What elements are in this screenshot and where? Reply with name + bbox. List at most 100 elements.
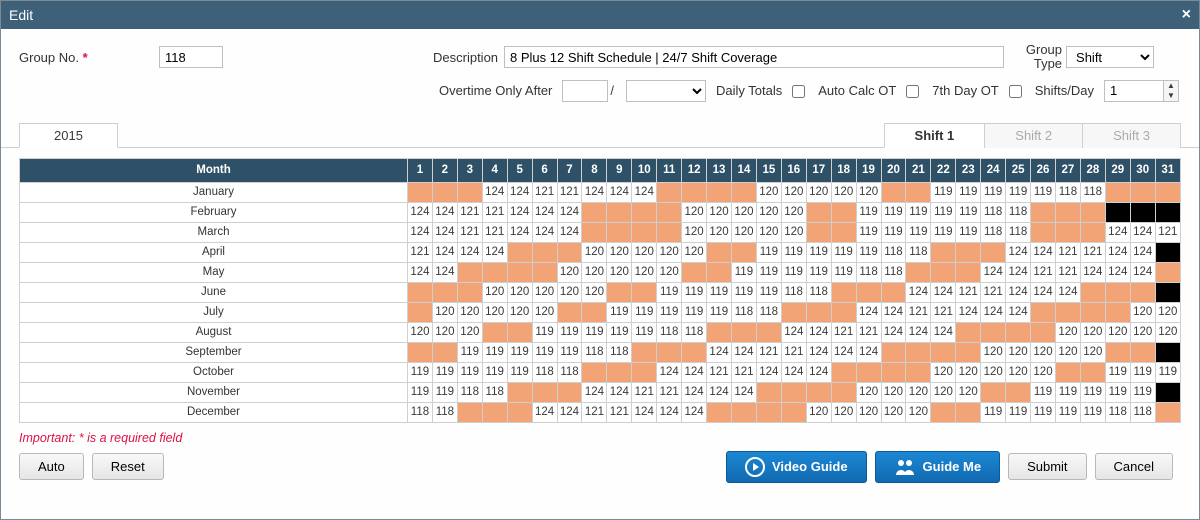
day-cell[interactable] [557, 382, 582, 402]
day-cell[interactable]: 119 [507, 362, 532, 382]
day-cell[interactable]: 121 [632, 382, 657, 402]
day-cell[interactable]: 124 [532, 202, 557, 222]
day-cell[interactable] [1155, 242, 1180, 262]
day-cell[interactable]: 121 [956, 282, 981, 302]
day-cell[interactable]: 119 [906, 202, 931, 222]
day-cell[interactable]: 120 [532, 282, 557, 302]
day-cell[interactable] [1006, 322, 1031, 342]
day-cell[interactable] [731, 322, 756, 342]
day-cell[interactable] [931, 342, 956, 362]
day-cell[interactable]: 124 [657, 402, 682, 422]
day-cell[interactable]: 120 [408, 322, 433, 342]
day-cell[interactable]: 118 [906, 242, 931, 262]
day-cell[interactable]: 120 [1006, 362, 1031, 382]
day-cell[interactable]: 118 [482, 382, 507, 402]
day-cell[interactable]: 118 [408, 402, 433, 422]
day-cell[interactable] [632, 282, 657, 302]
day-cell[interactable]: 121 [457, 222, 482, 242]
day-cell[interactable]: 119 [582, 322, 607, 342]
day-cell[interactable]: 119 [806, 242, 831, 262]
day-cell[interactable] [657, 222, 682, 242]
day-cell[interactable]: 120 [482, 282, 507, 302]
day-cell[interactable]: 119 [931, 182, 956, 202]
day-cell[interactable]: 121 [856, 322, 881, 342]
day-cell[interactable] [1155, 342, 1180, 362]
day-cell[interactable] [956, 402, 981, 422]
day-cell[interactable] [432, 182, 457, 202]
day-cell[interactable]: 124 [906, 282, 931, 302]
day-cell[interactable] [507, 242, 532, 262]
day-cell[interactable] [1130, 342, 1155, 362]
day-cell[interactable]: 118 [981, 222, 1006, 242]
day-cell[interactable] [1130, 182, 1155, 202]
day-cell[interactable] [1105, 342, 1130, 362]
day-cell[interactable]: 120 [1155, 322, 1180, 342]
day-cell[interactable] [831, 222, 856, 242]
day-cell[interactable]: 118 [731, 302, 756, 322]
day-cell[interactable]: 120 [432, 322, 457, 342]
day-cell[interactable]: 119 [781, 262, 806, 282]
day-cell[interactable]: 120 [507, 302, 532, 322]
day-cell[interactable] [582, 362, 607, 382]
day-cell[interactable]: 119 [408, 382, 433, 402]
day-cell[interactable]: 120 [806, 402, 831, 422]
day-cell[interactable] [557, 242, 582, 262]
day-cell[interactable]: 119 [657, 302, 682, 322]
day-cell[interactable]: 124 [1130, 222, 1155, 242]
day-cell[interactable]: 124 [432, 262, 457, 282]
day-cell[interactable]: 119 [731, 282, 756, 302]
day-cell[interactable]: 119 [981, 182, 1006, 202]
day-cell[interactable] [657, 202, 682, 222]
day-cell[interactable] [532, 242, 557, 262]
day-cell[interactable]: 121 [731, 362, 756, 382]
day-cell[interactable]: 119 [831, 262, 856, 282]
day-cell[interactable]: 118 [806, 282, 831, 302]
day-cell[interactable] [831, 362, 856, 382]
day-cell[interactable]: 121 [1155, 222, 1180, 242]
day-cell[interactable] [1105, 282, 1130, 302]
day-cell[interactable]: 120 [881, 382, 906, 402]
day-cell[interactable]: 118 [1006, 202, 1031, 222]
day-cell[interactable] [408, 182, 433, 202]
cancel-button[interactable]: Cancel [1095, 453, 1173, 480]
day-cell[interactable] [1031, 222, 1056, 242]
day-cell[interactable] [931, 262, 956, 282]
day-cell[interactable]: 120 [1155, 302, 1180, 322]
day-cell[interactable] [1105, 202, 1130, 222]
day-cell[interactable]: 120 [582, 242, 607, 262]
day-cell[interactable] [856, 282, 881, 302]
day-cell[interactable]: 118 [557, 362, 582, 382]
day-cell[interactable]: 119 [632, 302, 657, 322]
tab-shift-3[interactable]: Shift 3 [1082, 123, 1181, 148]
day-cell[interactable]: 124 [408, 262, 433, 282]
day-cell[interactable]: 120 [956, 362, 981, 382]
day-cell[interactable]: 120 [856, 182, 881, 202]
day-cell[interactable] [632, 222, 657, 242]
day-cell[interactable]: 124 [657, 362, 682, 382]
day-cell[interactable] [806, 202, 831, 222]
day-cell[interactable]: 120 [582, 262, 607, 282]
day-cell[interactable]: 121 [831, 322, 856, 342]
shifts-day-input[interactable] [1104, 80, 1164, 102]
day-cell[interactable]: 120 [1055, 322, 1080, 342]
day-cell[interactable]: 120 [607, 262, 632, 282]
day-cell[interactable] [781, 302, 806, 322]
day-cell[interactable]: 121 [482, 222, 507, 242]
day-cell[interactable]: 121 [781, 342, 806, 362]
day-cell[interactable]: 119 [781, 242, 806, 262]
day-cell[interactable]: 121 [1055, 262, 1080, 282]
day-cell[interactable]: 120 [831, 182, 856, 202]
day-cell[interactable]: 120 [457, 322, 482, 342]
day-cell[interactable]: 120 [657, 242, 682, 262]
day-cell[interactable]: 120 [682, 202, 707, 222]
day-cell[interactable] [682, 262, 707, 282]
day-cell[interactable]: 120 [557, 262, 582, 282]
day-cell[interactable]: 120 [582, 282, 607, 302]
day-cell[interactable]: 118 [1006, 222, 1031, 242]
day-cell[interactable] [1155, 262, 1180, 282]
day-cell[interactable]: 124 [507, 202, 532, 222]
day-cell[interactable] [906, 182, 931, 202]
day-cell[interactable] [781, 402, 806, 422]
day-cell[interactable]: 119 [856, 242, 881, 262]
day-cell[interactable]: 119 [1055, 402, 1080, 422]
